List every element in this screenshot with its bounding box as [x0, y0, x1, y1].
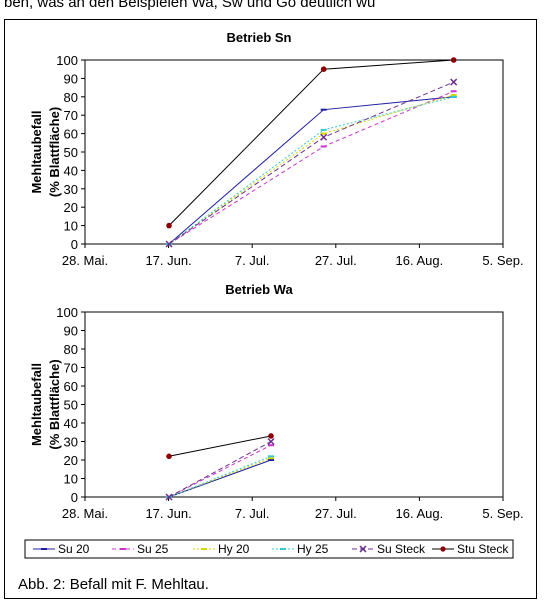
- y-tick-label: 20: [64, 453, 78, 468]
- legend-item-su-20: Su 20: [33, 542, 90, 556]
- legend-item-hy-20: Hy 20: [193, 542, 250, 556]
- data-point: [450, 78, 458, 86]
- legend: Su 20 Su 25 Hy 20 Hy 25 Su Steck Stu Steck: [24, 539, 514, 559]
- x-tick-label: 16. Aug.: [396, 253, 444, 268]
- legend-item-stu-steck: Stu Steck: [432, 542, 509, 556]
- y-tick-label: 60: [64, 127, 78, 142]
- series-su-25: [166, 90, 457, 245]
- y-tick-label: 50: [64, 145, 78, 160]
- legend-item-su-25: Su 25: [112, 542, 169, 556]
- series-line: [168, 81, 454, 245]
- x-tick-label: 5. Sep.: [482, 253, 523, 268]
- series-stu-steck: [166, 57, 457, 229]
- y-axis-label-unit: (% Blattfläche): [47, 359, 62, 449]
- x-tick-label: 28. Mai.: [62, 253, 108, 268]
- series-line: [168, 96, 454, 245]
- y-tick-label: 90: [64, 71, 78, 86]
- legend-label: Su Steck: [377, 542, 426, 556]
- legend-box: [24, 539, 514, 559]
- series-line: [168, 444, 272, 498]
- data-point: [320, 66, 327, 72]
- series-su-20: [166, 95, 457, 245]
- series-line: [168, 435, 272, 457]
- legend-label: Hy 25: [297, 542, 329, 556]
- y-tick-label: 30: [64, 182, 78, 197]
- series-su-steck: [165, 437, 275, 501]
- chart-betrieb-wa: Betrieb Wa Mehltaubefall (% Blattfläche) 0 1…: [29, 282, 524, 521]
- y-tick-label: 10: [64, 472, 78, 487]
- legend-label: Su 25: [137, 542, 169, 556]
- x-tick-label: 5. Sep.: [482, 506, 523, 521]
- x-tick-label: 16. Aug.: [396, 506, 444, 521]
- y-tick-label: 100: [56, 305, 78, 320]
- y-tick-label: 40: [64, 416, 78, 431]
- plot-area: [84, 311, 504, 498]
- data-point: [165, 493, 173, 501]
- y-tick-label: 30: [64, 435, 78, 450]
- y-axis-label-unit: (% Blattfläche): [47, 107, 62, 197]
- legend-item-su-steck: Su Steck: [352, 542, 426, 556]
- series-line: [168, 459, 272, 498]
- series-stu-steck: [166, 433, 274, 460]
- y-tick-label: 80: [64, 342, 78, 357]
- data-point: [268, 433, 274, 439]
- y-tick-label: 10: [64, 219, 78, 234]
- data-point: [320, 133, 328, 141]
- y-axis-label: Mehltaubefall: [29, 110, 44, 193]
- data-point: [166, 453, 172, 460]
- y-tick-label: 0: [71, 237, 78, 252]
- legend-item-hy-25: Hy 25: [272, 542, 329, 556]
- chart-title: Betrieb Sn: [226, 30, 291, 45]
- legend-marker: [440, 546, 446, 552]
- legend-label: Hy 20: [218, 542, 250, 556]
- series-line: [168, 94, 454, 245]
- y-tick-label: 70: [64, 361, 78, 376]
- y-tick-label: 100: [56, 53, 78, 68]
- series-line: [168, 441, 272, 498]
- series-su-25: [166, 444, 275, 498]
- y-tick-label: 40: [64, 163, 78, 178]
- x-tick-label: 7. Jul.: [235, 506, 270, 521]
- y-tick-label: 70: [64, 108, 78, 123]
- series-hy-25: [166, 455, 275, 498]
- y-tick-label: 80: [64, 90, 78, 105]
- series-hy-25: [166, 95, 457, 245]
- y-tick-label: 0: [71, 490, 78, 505]
- series-line: [168, 96, 454, 245]
- x-tick-label: 27. Jul.: [315, 253, 357, 268]
- chart-title: Betrieb Wa: [225, 282, 293, 297]
- x-tick-label: 17. Jun.: [145, 253, 191, 268]
- y-tick-label: 50: [64, 398, 78, 413]
- series-line: [168, 90, 454, 245]
- series-line: [168, 455, 272, 498]
- y-tick-label: 20: [64, 200, 78, 215]
- top-cut-text: ben, was an den Beispielen Wa, Sw und Go…: [4, 0, 376, 11]
- x-tick-label: 28. Mai.: [62, 506, 108, 521]
- series-hy-20: [166, 93, 457, 245]
- figure-caption: Abb. 2: Befall mit F. Mehltau.: [18, 576, 209, 593]
- x-tick-label: 27. Jul.: [315, 506, 357, 521]
- series-su-20: [166, 459, 275, 498]
- data-point: [267, 437, 275, 446]
- data-point: [165, 240, 173, 248]
- x-tick-label: 7. Jul.: [235, 253, 270, 268]
- y-tick-label: 60: [64, 379, 78, 394]
- y-tick-label: 90: [64, 324, 78, 339]
- legend-label: Stu Steck: [457, 542, 509, 556]
- y-axis-label: Mehltaubefall: [29, 363, 44, 446]
- legend-label: Su 20: [58, 542, 90, 556]
- figure-frame: Betrieb Sn Mehltaubefall (% Blattfläche) 0 1…: [4, 19, 537, 599]
- chart-betrieb-sn: Betrieb Sn Mehltaubefall (% Blattfläche) 0 1…: [29, 30, 524, 268]
- series-hy-20: [166, 457, 275, 498]
- x-tick-label: 17. Jun.: [145, 506, 191, 521]
- data-point: [450, 57, 457, 63]
- legend-marker: [359, 545, 367, 553]
- series-line: [168, 59, 454, 226]
- data-point: [166, 222, 172, 229]
- series-su-steck: [165, 78, 458, 248]
